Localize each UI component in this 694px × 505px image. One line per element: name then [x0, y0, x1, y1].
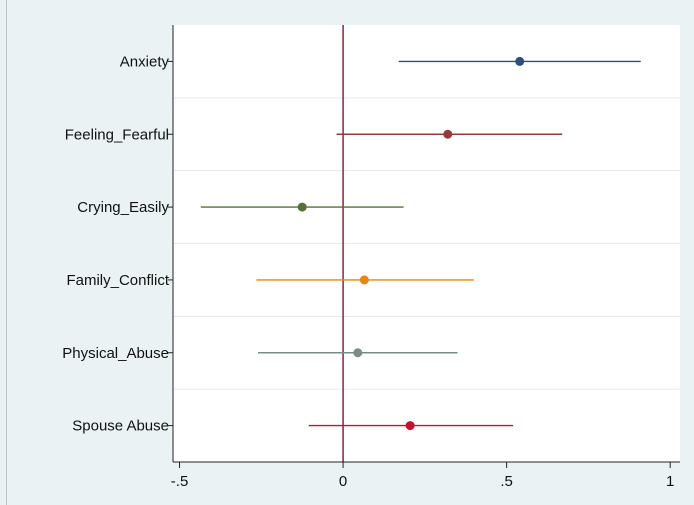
point-estimates	[297, 56, 525, 431]
category-label: Anxiety	[120, 53, 170, 70]
category-label: Family_Conflict	[66, 272, 169, 289]
grid-lines	[173, 97, 680, 390]
x-tick-label: 1	[666, 473, 674, 490]
forest-plot: Anxiety Feeling_Fearful Crying_Easily Famil…	[62, 25, 680, 490]
x-axis: -.5 0 .5 1	[171, 462, 674, 490]
point-estimate	[359, 275, 369, 285]
category-label: Spouse Abuse	[72, 418, 169, 435]
point-estimate	[405, 421, 415, 431]
category-label: Physical_Abuse	[62, 345, 169, 362]
point-estimate	[515, 56, 525, 66]
chart-frame: Anxiety Feeling_Fearful Crying_Easily Famil…	[6, 0, 694, 505]
x-tick-label: .5	[500, 473, 513, 490]
y-axis: Anxiety Feeling_Fearful Crying_Easily Famil…	[62, 53, 173, 435]
x-tick-label: -.5	[171, 473, 189, 490]
category-label: Feeling_Fearful	[65, 126, 169, 143]
point-estimate	[443, 129, 453, 139]
point-estimate	[353, 348, 363, 358]
category-label: Crying_Easily	[77, 199, 169, 216]
point-estimate	[297, 202, 307, 212]
x-tick-label: 0	[339, 473, 347, 490]
